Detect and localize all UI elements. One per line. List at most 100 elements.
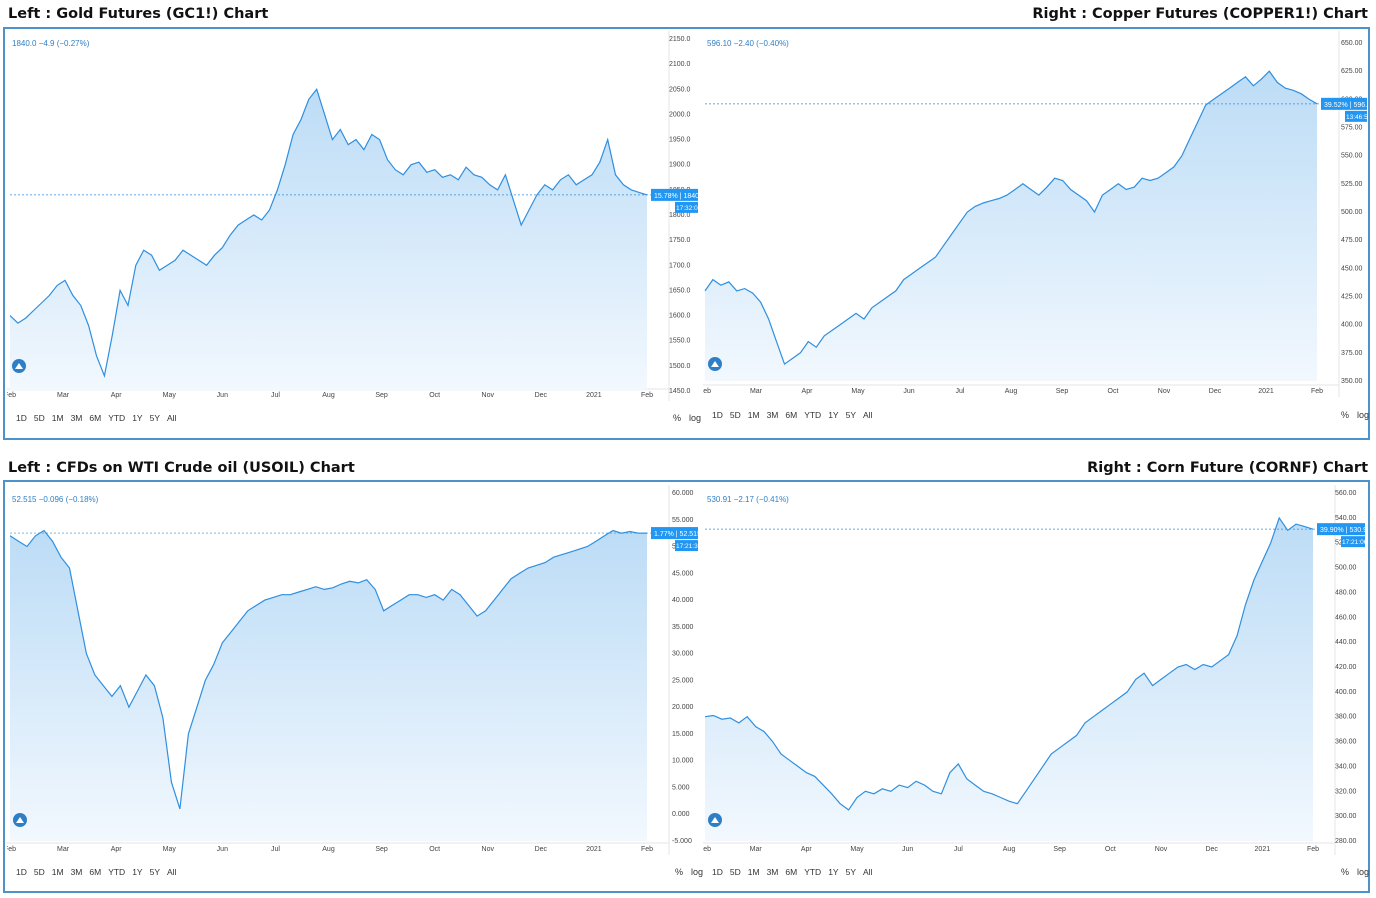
range-5d-button[interactable]: 5D <box>33 867 45 877</box>
usoil-chart-panel[interactable]: 60.00055.00050.00045.00040.00035.00030.0… <box>7 485 703 889</box>
y-tick-label: 1650.0 <box>669 287 691 294</box>
bottom-right-title: Right : Corn Future (CORNF) Chart <box>1087 460 1368 476</box>
range-1d-button[interactable]: 1D <box>16 413 27 423</box>
y-tick-label: 450.00 <box>1341 265 1363 272</box>
percent-toggle[interactable]: % <box>673 413 682 423</box>
gold-chart-svg[interactable]: 2150.02100.02050.02000.01950.01900.01850… <box>7 31 698 435</box>
tradingview-logo-icon[interactable] <box>708 813 722 827</box>
corn-range-selector[interactable]: 1D 5D 1M 3M 6M YTD 1Y 5Y All <box>712 867 872 877</box>
y-tick-label: 1450.0 <box>669 388 691 395</box>
range-all-button[interactable]: All <box>863 410 873 420</box>
y-tick-label: 5.000 <box>672 784 690 791</box>
x-tick-label: Apr <box>111 846 123 853</box>
range-all-button[interactable]: All <box>167 413 177 423</box>
range-all-button[interactable]: All <box>167 867 177 877</box>
range-ytd-button[interactable]: YTD <box>804 867 822 877</box>
x-tick-label: 2021 <box>586 392 602 399</box>
y-tick-label: 2000.0 <box>669 111 691 118</box>
range-5d-button[interactable]: 5D <box>729 410 741 420</box>
log-toggle[interactable]: log <box>1357 867 1370 877</box>
range-1y-button[interactable]: 1Y <box>132 413 143 423</box>
range-1y-button[interactable]: 1Y <box>132 867 143 877</box>
x-tick-label: 2021 <box>1255 846 1271 853</box>
x-tick-label: Dec <box>1209 388 1222 395</box>
range-5y-button[interactable]: 5Y <box>845 867 856 877</box>
range-1m-button[interactable]: 1M <box>747 867 760 877</box>
x-tick-label: Oct <box>1105 846 1116 853</box>
range-1d-button[interactable]: 1D <box>16 867 27 877</box>
countdown-label: 17:21:31 <box>676 543 698 550</box>
gold-scale-toggles[interactable]: % log <box>673 413 701 423</box>
last-price-tag <box>1321 97 1367 110</box>
log-toggle[interactable]: log <box>1357 410 1370 420</box>
x-tick-label: 2021 <box>1258 388 1274 395</box>
range-6m-button[interactable]: 6M <box>785 410 798 420</box>
countdown-tag <box>675 540 698 552</box>
corn-scale-toggles[interactable]: % log <box>1341 867 1369 877</box>
corn-chart-svg[interactable]: 560.00540.00520.00500.00480.00460.00440.… <box>703 485 1367 889</box>
range-1m-button[interactable]: 1M <box>51 867 64 877</box>
range-1d-button[interactable]: 1D <box>712 410 723 420</box>
series-line <box>9 529 648 810</box>
range-6m-button[interactable]: 6M <box>89 413 102 423</box>
range-1y-button[interactable]: 1Y <box>828 410 839 420</box>
tradingview-logo-icon[interactable] <box>12 359 26 373</box>
x-tick-label: Feb <box>7 846 16 853</box>
y-tick-label: 560.00 <box>1335 490 1357 497</box>
x-tick-label: Jul <box>271 846 280 853</box>
range-5y-button[interactable]: 5Y <box>149 867 160 877</box>
percent-toggle[interactable]: % <box>675 867 684 877</box>
range-5d-button[interactable]: 5D <box>33 413 45 423</box>
range-all-button[interactable]: All <box>863 867 873 877</box>
range-3m-button[interactable]: 3M <box>70 413 83 423</box>
y-tick-label: 45.000 <box>672 570 694 577</box>
range-6m-button[interactable]: 6M <box>785 867 798 877</box>
range-3m-button[interactable]: 3M <box>766 867 779 877</box>
percent-toggle[interactable]: % <box>1341 867 1350 877</box>
range-1y-button[interactable]: 1Y <box>828 867 839 877</box>
x-tick-label: Feb <box>703 846 711 853</box>
range-ytd-button[interactable]: YTD <box>804 410 822 420</box>
tradingview-logo-icon[interactable] <box>708 357 722 371</box>
x-tick-label: Apr <box>111 392 123 399</box>
x-tick-label: Jun <box>902 846 913 853</box>
range-1m-button[interactable]: 1M <box>51 413 64 423</box>
log-toggle[interactable]: log <box>691 867 704 877</box>
range-5d-button[interactable]: 5D <box>729 867 741 877</box>
range-5y-button[interactable]: 5Y <box>845 410 856 420</box>
range-ytd-button[interactable]: YTD <box>108 413 126 423</box>
x-tick-label: Mar <box>57 846 70 853</box>
range-1d-button[interactable]: 1D <box>712 867 723 877</box>
y-tick-label: 1600.0 <box>669 313 691 320</box>
series-line <box>704 70 1318 366</box>
y-tick-label: 1750.0 <box>669 237 691 244</box>
copper-chart-panel[interactable]: 650.00625.00600.00575.00550.00525.00500.… <box>703 31 1369 435</box>
series-line <box>9 88 648 379</box>
copper-scale-toggles[interactable]: % log <box>1341 410 1369 420</box>
range-ytd-button[interactable]: YTD <box>108 867 126 877</box>
y-tick-label: 1700.0 <box>669 262 691 269</box>
copper-range-selector[interactable]: 1D 5D 1M 3M 6M YTD 1Y 5Y All <box>712 410 872 420</box>
corn-chart-panel[interactable]: 560.00540.00520.00500.00480.00460.00440.… <box>703 485 1369 889</box>
last-price-tag <box>1317 523 1365 536</box>
x-tick-label: Mar <box>750 846 763 853</box>
tradingview-logo-icon[interactable] <box>13 813 27 827</box>
x-tick-label: Feb <box>641 846 653 853</box>
y-tick-label: 2050.0 <box>669 86 691 93</box>
usoil-chart-svg[interactable]: 60.00055.00050.00045.00040.00035.00030.0… <box>7 485 698 889</box>
percent-toggle[interactable]: % <box>1341 410 1350 420</box>
log-toggle[interactable]: log <box>689 413 702 423</box>
gold-range-selector[interactable]: 1D 5D 1M 3M 6M YTD 1Y 5Y All <box>16 413 176 423</box>
usoil-range-selector[interactable]: 1D 5D 1M 3M 6M YTD 1Y 5Y All <box>16 867 176 877</box>
range-3m-button[interactable]: 3M <box>766 410 779 420</box>
range-3m-button[interactable]: 3M <box>70 867 83 877</box>
x-tick-label: Jul <box>271 392 280 399</box>
range-1m-button[interactable]: 1M <box>747 410 760 420</box>
range-6m-button[interactable]: 6M <box>89 867 102 877</box>
range-5y-button[interactable]: 5Y <box>149 413 160 423</box>
usoil-scale-toggles[interactable]: % log <box>675 867 703 877</box>
y-tick-label: 2100.0 <box>669 61 691 68</box>
x-tick-label: Sep <box>375 392 388 399</box>
copper-chart-svg[interactable]: 650.00625.00600.00575.00550.00525.00500.… <box>703 31 1367 435</box>
gold-chart-panel[interactable]: 2150.02100.02050.02000.01950.01900.01850… <box>7 31 701 435</box>
